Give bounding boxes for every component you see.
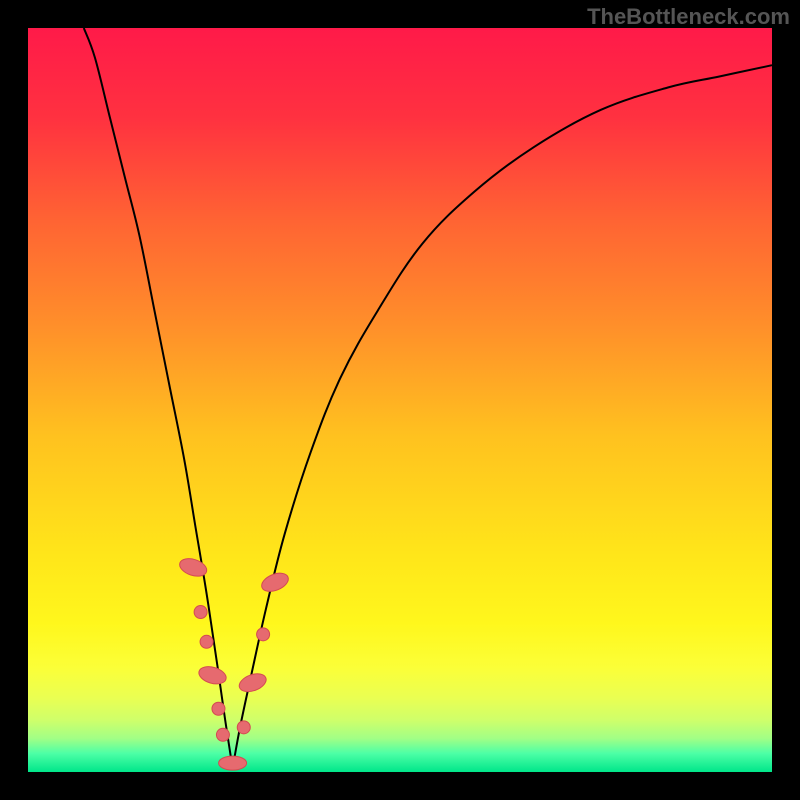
chart-container: TheBottleneck.com bbox=[0, 0, 800, 800]
data-marker bbox=[194, 606, 207, 619]
data-marker bbox=[200, 635, 213, 648]
data-marker bbox=[237, 721, 250, 734]
bottleneck-curve-chart bbox=[0, 0, 800, 800]
data-marker bbox=[257, 628, 270, 641]
data-marker bbox=[219, 756, 247, 770]
plot-background bbox=[28, 28, 772, 772]
watermark-text: TheBottleneck.com bbox=[587, 4, 790, 30]
data-marker bbox=[216, 728, 229, 741]
data-marker bbox=[212, 702, 225, 715]
